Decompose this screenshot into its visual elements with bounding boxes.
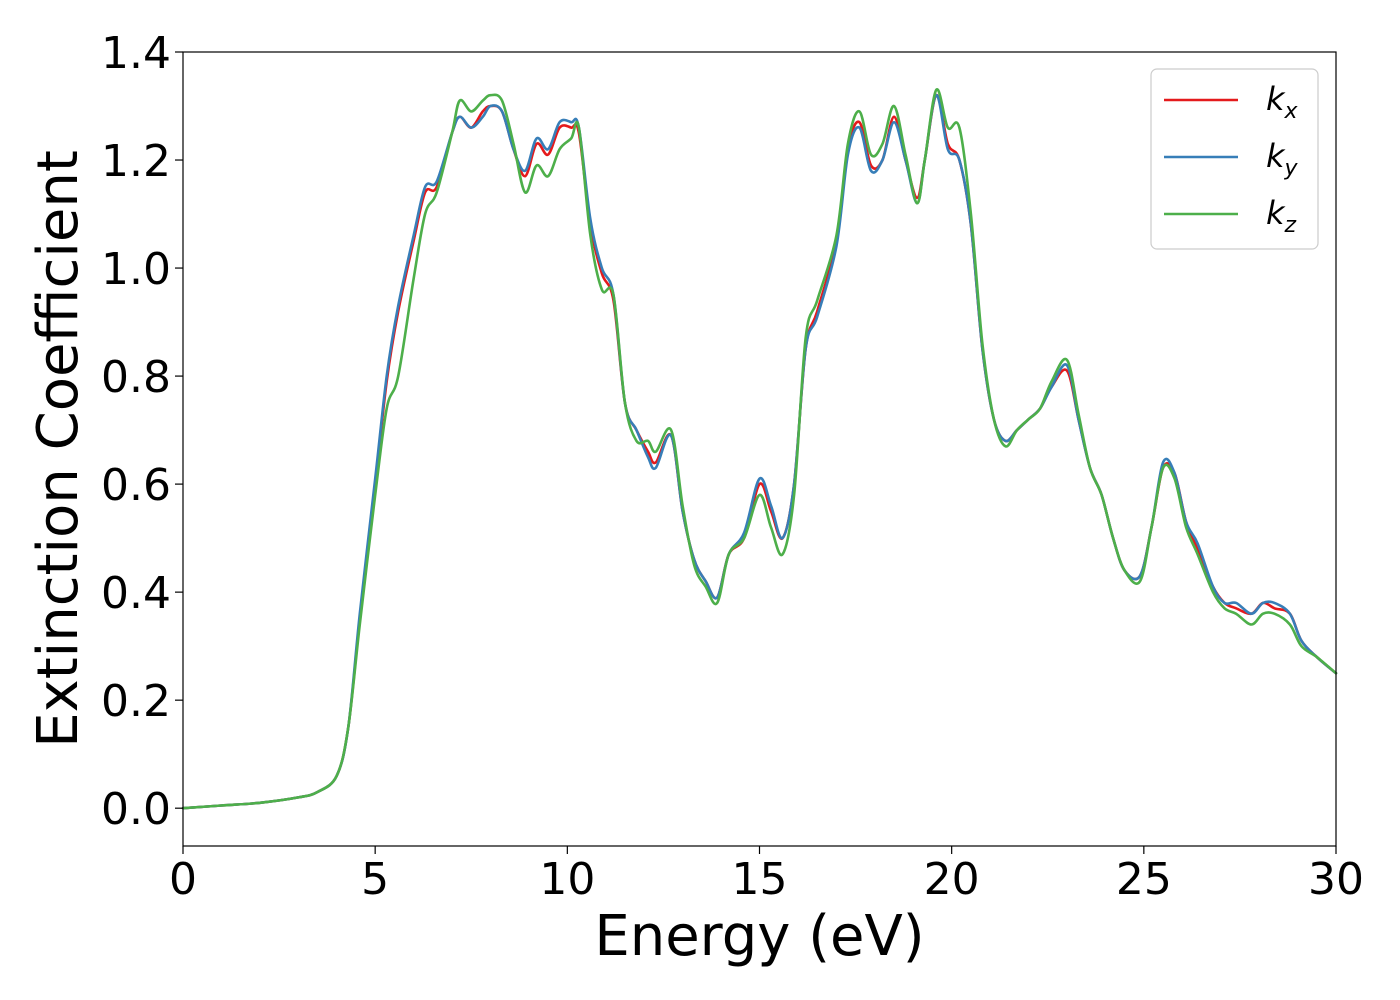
x-tick-label: 10 [539,854,595,905]
legend-label-kz: kz [1266,194,1297,238]
series-line-kz [181,88,1338,810]
x-tick-label: 25 [1116,854,1172,905]
series-layer [181,88,1338,810]
x-tick-label: 20 [924,854,980,905]
x-tick-label: 15 [732,854,788,905]
y-tick-label: 0.6 [101,460,171,511]
x-tick-label: 5 [361,854,389,905]
legend-label-ky: ky [1266,137,1299,181]
x-axis-title: Energy (eV) [594,904,924,969]
x-tick-label: 0 [169,854,197,905]
y-tick-label: 0.2 [101,676,171,727]
legend-box [1150,68,1319,250]
y-tick-label: 1.2 [101,136,171,187]
y-axis-title: Extinction Coefficient [26,150,91,748]
y-tick-label: 1.0 [101,244,171,295]
legend: kx ky kz [1150,68,1319,250]
y-tick-label: 0.8 [101,352,171,403]
y-axis-ticks: 0.0 0.2 0.4 0.6 0.8 1.0 1.2 1.4 [101,28,183,835]
x-tick-label: 30 [1308,854,1364,905]
x-axis-ticks: 0 5 10 15 20 25 30 [169,846,1364,905]
y-tick-label: 1.4 [101,28,171,79]
y-tick-label: 0.0 [101,784,171,835]
y-tick-label: 0.4 [101,568,171,619]
legend-label-kx: kx [1266,80,1299,124]
